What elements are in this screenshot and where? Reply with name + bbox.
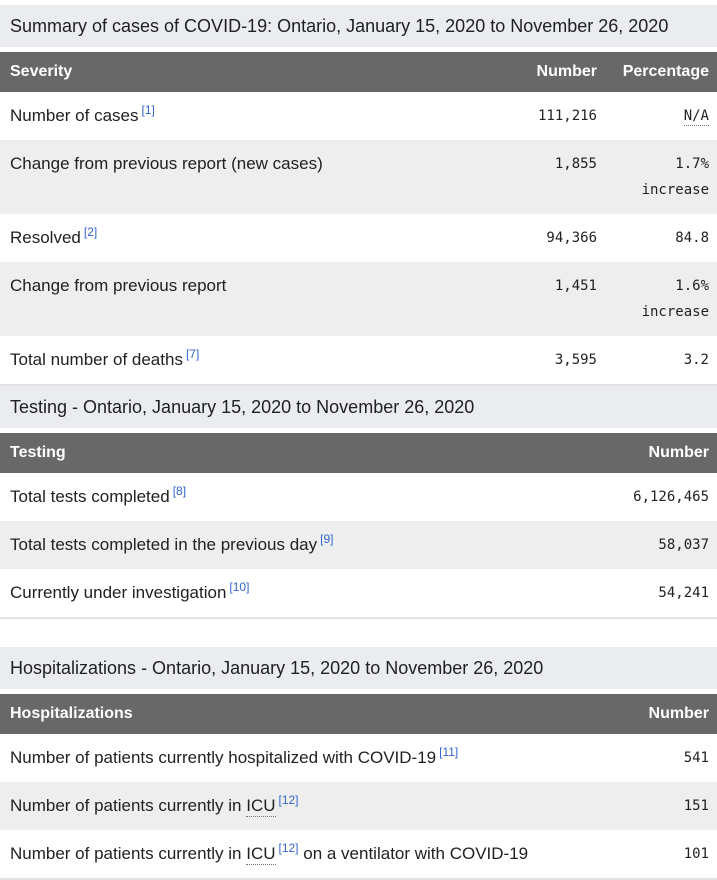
summary-table-section: Summary of cases of COVID-19: Ontario, J… — [0, 5, 717, 386]
row-percentage-cell: 3.2 — [605, 336, 717, 385]
row-percentage-cell: N/A — [605, 92, 717, 140]
summary-header-row: Severity Number Percentage — [0, 52, 717, 92]
row-label-cell: Number of patients currently in ICU [12] … — [0, 830, 609, 879]
hospitalizations-table: Hospitalizations Number Number of patien… — [0, 694, 717, 880]
row-percentage: 3.2 — [683, 352, 709, 368]
table-row: Number of patients currently hospitalize… — [0, 734, 717, 782]
row-label: Number of cases — [10, 106, 139, 125]
column-header-number: Number — [609, 433, 717, 473]
icu-abbr: ICU — [246, 796, 276, 817]
row-label: Total tests completed in the previous da… — [10, 535, 318, 554]
row-number: 6,126,465 — [633, 489, 709, 505]
row-number: 541 — [683, 750, 709, 766]
summary-table: Severity Number Percentage Number of cas… — [0, 52, 717, 386]
row-percentage-cell: 1.7% increase — [605, 140, 717, 214]
column-header-testing: Testing — [0, 433, 609, 473]
table-row: Change from previous report (new cases) … — [0, 140, 717, 214]
testing-table: Testing Number Total tests completed [8] … — [0, 433, 717, 619]
row-label: Resolved — [10, 228, 81, 247]
row-number: 54,241 — [658, 585, 709, 601]
testing-table-section: Testing - Ontario, January 15, 2020 to N… — [0, 386, 717, 619]
row-number: 1,855 — [554, 156, 597, 172]
row-label-cell: Change from previous report (new cases) — [0, 140, 497, 214]
row-number: 58,037 — [658, 537, 709, 553]
row-number: 1,451 — [554, 278, 597, 294]
column-header-number: Number — [609, 694, 717, 734]
hospitalizations-table-section: Hospitalizations - Ontario, January 15, … — [0, 647, 717, 880]
table-row: Change from previous report 1,451 1.6% in… — [0, 262, 717, 336]
reference-link[interactable]: [12] — [278, 793, 299, 808]
row-label-cell: Change from previous report — [0, 262, 497, 336]
reference-link[interactable]: [2] — [83, 225, 98, 240]
testing-table-caption: Testing - Ontario, January 15, 2020 to N… — [0, 386, 717, 428]
reference-link[interactable]: [11] — [439, 745, 459, 760]
row-label-cell: Number of patients currently in ICU [12] — [0, 782, 609, 830]
row-number: 101 — [683, 846, 709, 862]
row-number: 94,366 — [546, 230, 597, 246]
row-percentage: 84.8 — [675, 230, 709, 246]
row-label: Change from previous report — [10, 276, 227, 295]
table-row: Total tests completed in the previous da… — [0, 521, 717, 569]
row-percentage: 1.6% — [675, 278, 709, 294]
row-percentage-cell: 1.6% increase — [605, 262, 717, 336]
row-label: Currently under investigation — [10, 583, 227, 602]
table-row: Resolved [2] 94,366 84.8 — [0, 214, 717, 262]
na-abbr: N/A — [683, 108, 709, 126]
row-percentage-note: increase — [641, 304, 709, 320]
reference-link[interactable]: [7] — [185, 347, 200, 362]
reference-link[interactable]: [9] — [320, 532, 334, 547]
row-label-cell: Number of patients currently hospitalize… — [0, 734, 609, 782]
reference-link[interactable]: [12] — [278, 841, 299, 856]
row-label-cell: Number of cases [1] — [0, 92, 497, 140]
row-number: 151 — [683, 798, 709, 814]
row-label: Total tests completed — [10, 487, 170, 506]
row-number: 111,216 — [537, 108, 597, 124]
row-label-cell: Total number of deaths [7] — [0, 336, 497, 385]
hospitalizations-header-row: Hospitalizations Number — [0, 694, 717, 734]
reference-link[interactable]: [8] — [172, 484, 187, 499]
reference-link[interactable]: [1] — [141, 103, 155, 118]
hospitalizations-table-caption: Hospitalizations - Ontario, January 15, … — [0, 647, 717, 689]
table-row: Total tests completed [8] 6,126,465 — [0, 473, 717, 521]
icu-abbr: ICU — [246, 844, 276, 865]
row-label: Total number of deaths — [10, 350, 183, 369]
row-label: Change from previous report (new cases) — [10, 154, 323, 173]
column-header-number: Number — [497, 52, 605, 92]
testing-header-row: Testing Number — [0, 433, 717, 473]
table-row: Total number of deaths [7] 3,595 3.2 — [0, 336, 717, 385]
table-row: Currently under investigation [10] 54,241 — [0, 569, 717, 618]
row-label: Number of patients currently in — [10, 844, 247, 863]
table-row: Number of cases [1] 111,216 N/A — [0, 92, 717, 140]
row-percentage: 1.7% — [675, 156, 709, 172]
row-label-cell: Total tests completed [8] — [0, 473, 609, 521]
row-label-cell: Currently under investigation [10] — [0, 569, 609, 618]
row-percentage-note: increase — [641, 182, 709, 198]
row-label-cell: Total tests completed in the previous da… — [0, 521, 609, 569]
column-header-percentage: Percentage — [605, 52, 717, 92]
row-label-cell: Resolved [2] — [0, 214, 497, 262]
row-label: Number of patients currently in — [10, 796, 247, 815]
row-label: Number of patients currently hospitalize… — [10, 748, 437, 767]
column-header-severity: Severity — [0, 52, 497, 92]
row-percentage-cell: 84.8 — [605, 214, 717, 262]
row-number: 3,595 — [554, 352, 597, 368]
table-row: Number of patients currently in ICU [12] … — [0, 782, 717, 830]
summary-table-caption: Summary of cases of COVID-19: Ontario, J… — [0, 5, 717, 47]
reference-link[interactable]: [10] — [229, 580, 250, 595]
column-header-hospitalizations: Hospitalizations — [0, 694, 609, 734]
row-label-suffix: on a ventilator with COVID-19 — [298, 844, 529, 863]
section-spacer — [0, 619, 717, 647]
table-row: Number of patients currently in ICU [12] … — [0, 830, 717, 879]
